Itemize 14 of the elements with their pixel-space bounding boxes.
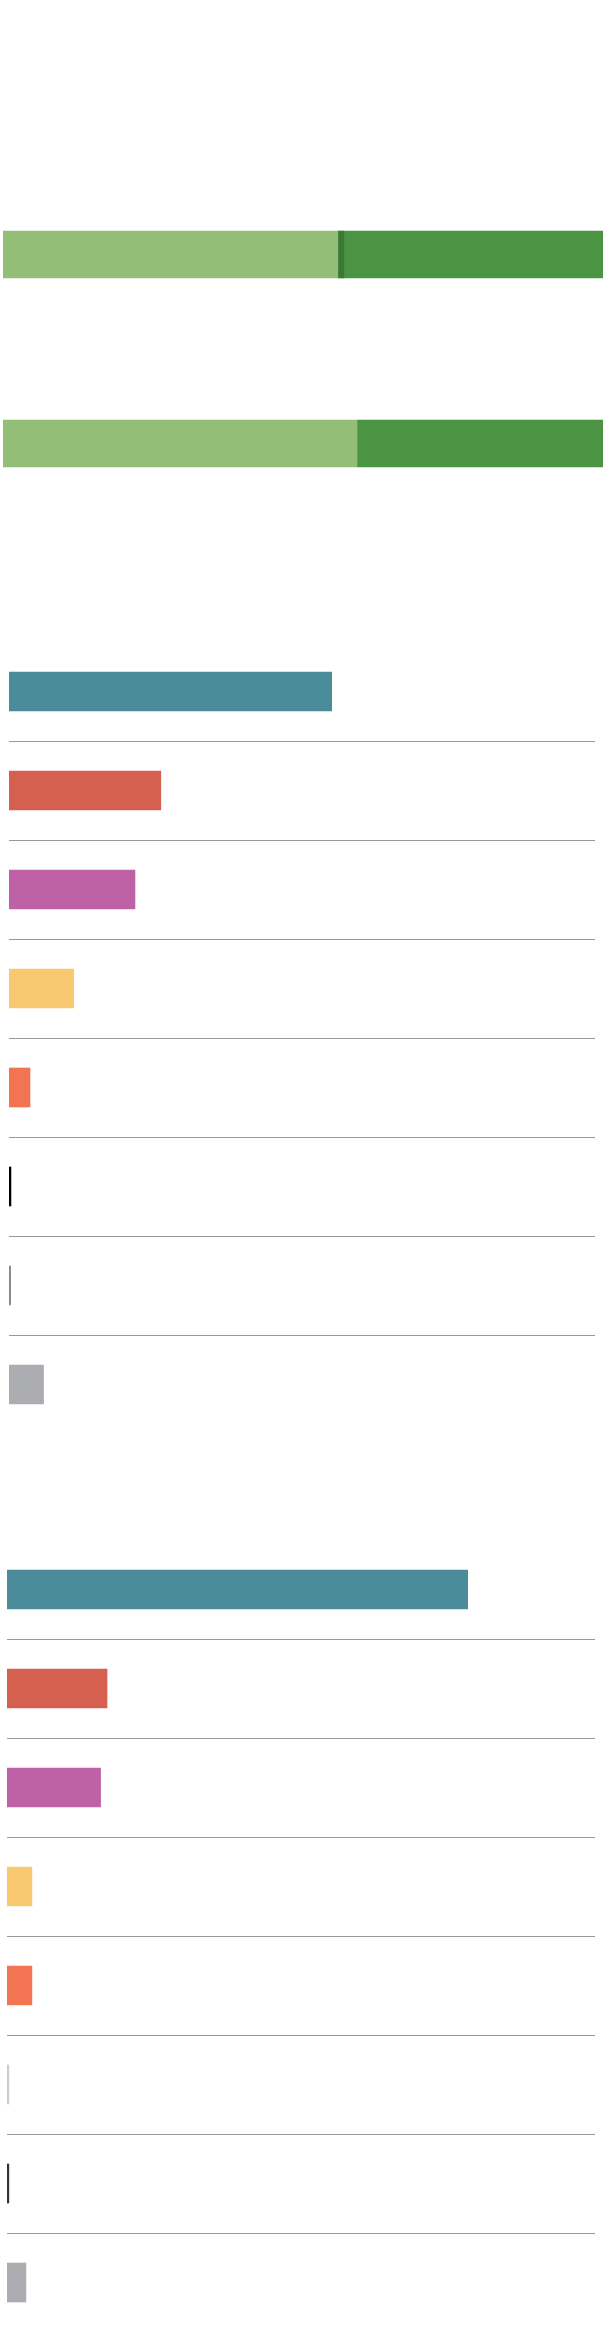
bar [9, 968, 74, 1009]
bar [7, 2262, 27, 2303]
bar [7, 1668, 108, 1709]
bar [9, 1067, 31, 1108]
bar [7, 2163, 10, 2204]
bar [7, 1965, 33, 2006]
bar [7, 1866, 33, 1907]
bar [7, 1569, 468, 1610]
bar [9, 869, 136, 910]
bar [7, 2064, 10, 2105]
bar [7, 1767, 101, 1808]
bar [9, 671, 332, 712]
bar [9, 1364, 44, 1405]
bar [9, 770, 162, 811]
